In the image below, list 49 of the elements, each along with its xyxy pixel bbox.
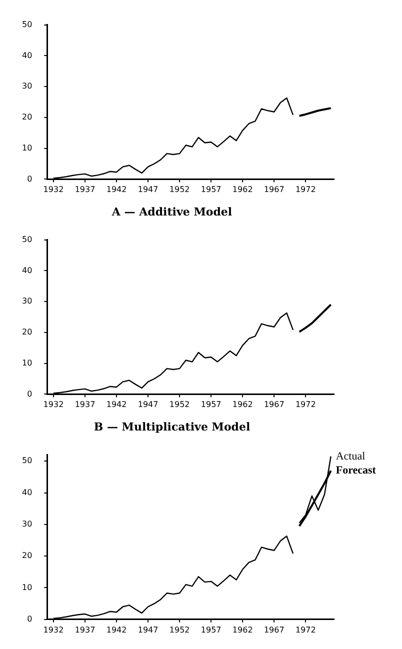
y-tick-label: 20 (22, 551, 32, 560)
y-tick-label: 50 (22, 20, 32, 29)
x-tick-label: 1947 (138, 400, 158, 410)
y-tick-label: 30 (22, 296, 32, 306)
y-tick-label: 20 (22, 112, 32, 122)
y-tick-label: 10 (22, 582, 32, 592)
x-tick-label: 1947 (138, 185, 158, 194)
x-tick-label: 1947 (138, 625, 158, 634)
y-tick-label: 50 (22, 456, 32, 466)
y-tick-label: 0 (27, 389, 32, 398)
x-tick-label: 1952 (169, 185, 190, 194)
y-tick-label: 30 (22, 520, 32, 529)
x-tick-label: 1972 (295, 185, 316, 194)
x-tick-label: 1967 (264, 625, 284, 634)
text: B — Multiplicative Model (94, 420, 250, 434)
x-tick-label: 1942 (106, 400, 127, 410)
x-tick-label: 1932 (43, 625, 64, 634)
x-tick-label: 1962 (232, 185, 253, 194)
y-tick-label: 20 (22, 328, 32, 337)
x-tick-label: 1962 (232, 400, 253, 410)
x-tick-label: 1972 (295, 625, 316, 634)
series-label: Actual (336, 450, 366, 462)
y-tick-label: 10 (22, 358, 32, 368)
x-tick-label: 1957 (200, 185, 222, 194)
y-tick-label: 40 (22, 266, 32, 275)
x-tick-label: 1932 (43, 400, 64, 410)
x-tick-label: 1957 (200, 625, 222, 634)
y-tick-label: 40 (22, 488, 32, 497)
x-tick-label: 1952 (169, 625, 190, 634)
x-tick-label: 1972 (295, 400, 316, 410)
text: A — Additive Model (110, 205, 232, 218)
x-tick-label: 1952 (169, 400, 190, 410)
x-tick-label: 1937 (74, 185, 96, 194)
y-tick-label: 10 (22, 143, 32, 152)
x-tick-label: 1932 (43, 185, 64, 194)
x-tick-label: 1962 (232, 625, 253, 634)
y-tick-label: 30 (22, 82, 32, 91)
x-tick-label: 1937 (74, 400, 96, 410)
x-tick-label: 1942 (106, 185, 127, 194)
x-tick-label: 1967 (264, 400, 284, 410)
x-tick-label: 1942 (106, 625, 127, 634)
y-tick-label: 0 (27, 174, 32, 184)
y-tick-label: 50 (22, 234, 32, 244)
y-tick-label: 0 (27, 614, 32, 624)
x-tick-label: 1937 (74, 625, 96, 634)
x-tick-label: 1957 (200, 400, 222, 410)
x-tick-label: 1967 (264, 185, 284, 194)
y-tick-label: 40 (22, 50, 32, 60)
series-label: Forecast (336, 464, 376, 476)
